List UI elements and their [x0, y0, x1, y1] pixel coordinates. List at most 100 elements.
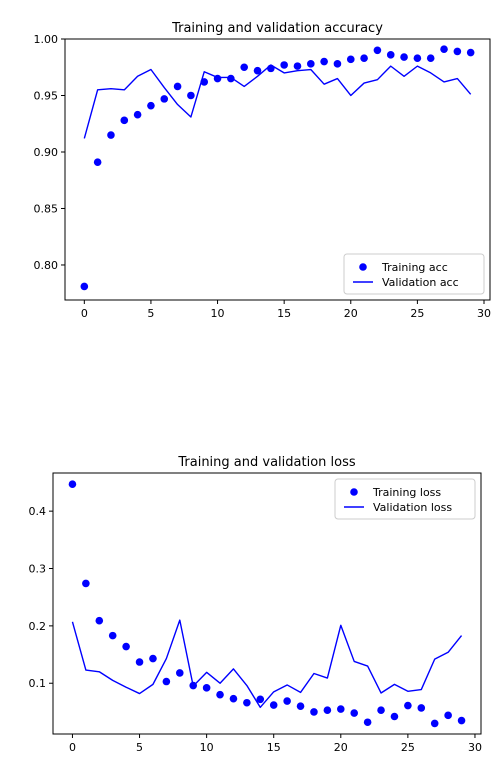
y-tick-label: 1.00	[34, 33, 59, 46]
data-point	[417, 704, 426, 712]
data-point	[386, 51, 395, 59]
data-point	[95, 616, 104, 625]
data-point	[390, 712, 399, 721]
data-point	[149, 654, 157, 663]
plot-area-frame	[64, 38, 491, 301]
data-point	[377, 706, 385, 714]
x-tick-label: 15	[277, 307, 291, 320]
data-point	[187, 91, 195, 100]
data-point	[350, 709, 359, 717]
x-tick-label: 0	[81, 307, 88, 320]
legend-label: Training acc	[381, 261, 448, 274]
chart-loss: Training and validation loss 0 5 10 15 20 25 30…	[29, 455, 482, 754]
legend-entry: Training acc	[359, 261, 448, 274]
y-tick-label: 0.85	[34, 202, 59, 215]
data-point	[283, 697, 291, 705]
data-point	[293, 62, 302, 70]
chart-title: Training and validation accuracy	[171, 21, 383, 36]
plot-area-frame	[52, 472, 482, 735]
data-point	[363, 718, 372, 727]
x-tick-label: 5	[147, 307, 154, 320]
series-training-loss	[68, 480, 466, 728]
chart-accuracy: Training and validation accuracy 0 5 10 15 20…	[34, 21, 492, 320]
data-point	[444, 711, 452, 720]
x-tick-label: 10	[200, 741, 214, 754]
legend-label: Validation acc	[382, 276, 459, 289]
data-point	[173, 82, 182, 91]
data-point	[307, 60, 315, 68]
legend: Training acc Validation acc	[343, 253, 485, 295]
data-point	[162, 677, 171, 686]
series-validation-acc	[83, 64, 472, 139]
data-point	[240, 63, 248, 72]
data-point	[216, 690, 224, 699]
x-axis: 0 5 10 15 20 25 30	[81, 300, 491, 320]
legend-entry: Validation acc	[353, 276, 459, 289]
data-point	[160, 95, 169, 103]
legend-frame	[334, 478, 476, 520]
data-point	[269, 701, 278, 709]
data-point	[346, 55, 355, 64]
data-point	[229, 694, 238, 703]
x-tick-label: 20	[334, 741, 348, 754]
legend-dot-swatch	[359, 263, 367, 271]
legend-frame	[343, 253, 485, 295]
data-point	[320, 57, 328, 66]
data-point	[256, 695, 265, 704]
legend-entry: Training loss	[350, 486, 441, 499]
data-point	[227, 74, 235, 83]
data-point	[202, 684, 211, 692]
y-tick-label: 0.4	[29, 505, 47, 518]
legend: Training loss Validation loss	[334, 478, 476, 520]
y-axis: 0.1 0.2 0.3 0.4	[29, 505, 53, 690]
x-tick-label: 30	[477, 307, 491, 320]
x-tick-label: 15	[267, 741, 281, 754]
data-point	[253, 66, 262, 75]
data-point	[453, 47, 462, 56]
series-validation-loss	[71, 619, 463, 709]
legend-label: Training loss	[372, 486, 441, 499]
chart-title: Training and validation loss	[177, 455, 355, 470]
data-point	[404, 701, 412, 710]
data-point	[122, 642, 130, 651]
data-point	[93, 158, 102, 166]
data-point	[135, 658, 144, 666]
data-point	[430, 719, 439, 728]
data-point	[373, 46, 382, 55]
y-tick-label: 0.95	[34, 89, 59, 102]
data-point	[108, 631, 117, 640]
data-point	[80, 282, 89, 291]
data-point	[243, 698, 251, 707]
x-tick-label: 0	[69, 741, 76, 754]
y-axis: 0.80 0.85 0.90 0.95 1.00	[34, 33, 65, 272]
legend-label: Validation loss	[373, 501, 452, 514]
data-point	[280, 61, 288, 69]
legend-entry: Validation loss	[344, 501, 452, 514]
data-point	[360, 54, 368, 63]
series-line	[71, 619, 463, 709]
data-point	[147, 101, 155, 110]
data-point	[107, 131, 115, 139]
x-tick-label: 20	[344, 307, 358, 320]
y-tick-label: 0.3	[29, 563, 47, 576]
y-tick-label: 0.2	[29, 620, 47, 633]
data-point	[457, 716, 466, 725]
data-point	[440, 45, 448, 53]
legend-dot-swatch	[350, 488, 358, 496]
data-point	[175, 669, 184, 677]
data-point	[400, 53, 408, 61]
data-point	[68, 480, 77, 488]
data-point	[120, 116, 129, 125]
x-tick-label: 25	[410, 307, 424, 320]
x-tick-label: 30	[468, 741, 482, 754]
y-tick-label: 0.90	[34, 146, 59, 159]
data-point	[82, 579, 90, 588]
data-point	[333, 60, 342, 68]
data-point	[296, 702, 305, 710]
data-point	[310, 708, 318, 716]
data-point	[336, 705, 345, 713]
series-training-acc	[80, 45, 475, 291]
data-point	[426, 54, 435, 63]
